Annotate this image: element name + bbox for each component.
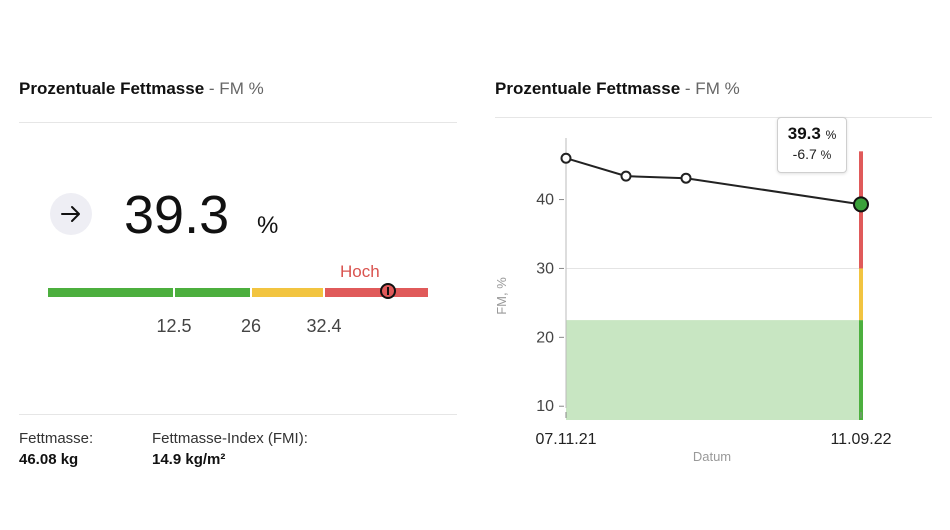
chart-x-tick-label-1: 11.09.22 bbox=[830, 431, 891, 448]
fat-mass-percent-unit: % bbox=[257, 212, 279, 239]
chart-y-tick-label-1: 20 bbox=[536, 329, 554, 346]
chart-x-axis-label: Datum bbox=[693, 449, 731, 464]
chart-normal-zone bbox=[566, 320, 860, 420]
gauge-marker bbox=[380, 283, 396, 299]
chart-y-axis-label: FM, % bbox=[494, 277, 509, 315]
chart-y-tick-label-3: 40 bbox=[536, 192, 554, 209]
fat-mass-value: 46.08 kg bbox=[19, 451, 79, 468]
arrow-right-icon bbox=[61, 206, 80, 222]
chart-point-1 bbox=[620, 170, 632, 182]
right-panel-divider-top bbox=[495, 117, 932, 118]
chart-point-2 bbox=[680, 172, 692, 184]
right-panel-title: Prozentuale Fettmasse - FM % bbox=[495, 79, 740, 99]
gauge-tick-label-3: 32.4 bbox=[306, 316, 342, 336]
chart-point-3 bbox=[853, 196, 869, 213]
left-panel-divider-top bbox=[19, 122, 457, 123]
tooltip-value: 39.3 bbox=[787, 124, 821, 143]
gauge-segment-red bbox=[324, 288, 428, 297]
tooltip-delta-row: -6.7 % bbox=[778, 146, 846, 162]
left-panel-title: Prozentuale Fettmasse - FM % bbox=[19, 79, 264, 99]
level-label: Hoch bbox=[340, 262, 380, 281]
left-panel-subtitle: - FM % bbox=[208, 79, 264, 98]
trend-badge bbox=[50, 193, 92, 235]
gauge-segment-green-2 bbox=[174, 288, 251, 297]
chart-y-tick-label-2: 30 bbox=[536, 260, 554, 277]
tooltip-value-unit: % bbox=[825, 128, 837, 142]
chart-y-tick-label-0: 10 bbox=[536, 398, 554, 415]
tooltip-delta: -6.7 bbox=[792, 146, 817, 162]
left-panel-divider-bottom bbox=[19, 414, 457, 415]
right-panel-title-text: Prozentuale Fettmasse bbox=[495, 79, 681, 98]
gauge-tick-2 bbox=[250, 286, 252, 299]
chart-point-0 bbox=[560, 152, 572, 164]
fmi-label: Fettmasse-Index (FMI): bbox=[152, 430, 308, 447]
tooltip-delta-unit: % bbox=[820, 148, 832, 162]
right-panel-subtitle: - FM % bbox=[684, 79, 740, 98]
gauge-tick-label-2: 26 bbox=[240, 316, 262, 336]
fat-mass-label: Fettmasse: bbox=[19, 430, 94, 447]
chart-tooltip: 39.3 % -6.7 % bbox=[777, 117, 847, 173]
tooltip-value-row: 39.3 % bbox=[778, 124, 846, 144]
fat-mass-percent-value: 39.3 bbox=[124, 185, 230, 245]
chart-indicator-band-0 bbox=[859, 320, 863, 420]
left-panel-title-text: Prozentuale Fettmasse bbox=[19, 79, 205, 98]
gauge-tick-label-1: 12.5 bbox=[156, 316, 192, 336]
gauge-tick-3 bbox=[323, 286, 325, 299]
chart-x-tick-label-0: 07.11.21 bbox=[535, 431, 596, 448]
chart-series-line bbox=[565, 157, 862, 206]
fat-mass-line-chart: 10 20 30 40 FM, % 07.11.21 11.09.22 Datum bbox=[494, 138, 892, 464]
fmi-value: 14.9 kg/m² bbox=[152, 451, 226, 468]
gauge-segment-yellow bbox=[251, 288, 324, 297]
chart-indicator-band-1 bbox=[859, 268, 863, 321]
gauge-tick-1 bbox=[173, 286, 175, 299]
gauge-segment-green-1 bbox=[48, 288, 174, 297]
